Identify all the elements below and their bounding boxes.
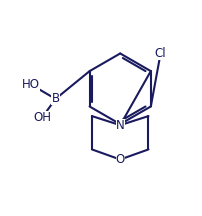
Text: HO: HO (22, 78, 40, 91)
Text: O: O (116, 153, 125, 166)
Text: Cl: Cl (155, 47, 166, 60)
Text: N: N (116, 119, 125, 132)
Text: B: B (52, 92, 60, 105)
Text: OH: OH (33, 111, 52, 124)
